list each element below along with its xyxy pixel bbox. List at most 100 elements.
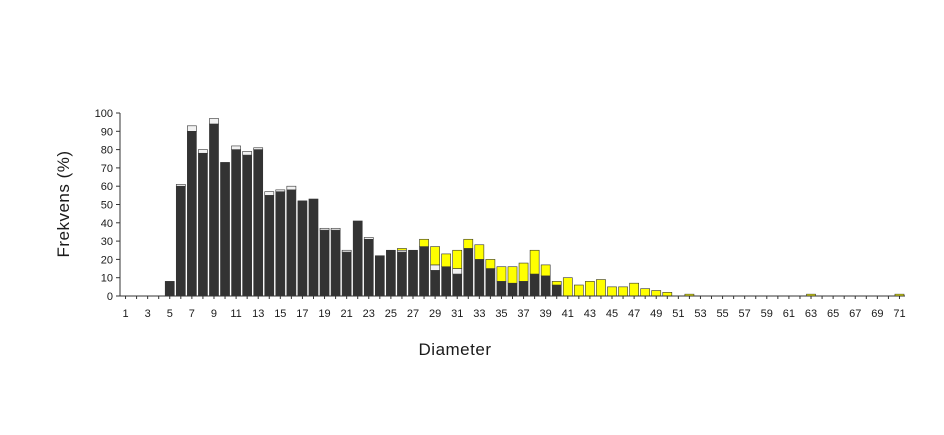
x-tick-label: 15 [274,308,286,320]
x-tick-label: 33 [473,308,485,320]
bar-segment [363,237,374,240]
bar-segment [175,185,186,297]
bar-segment [452,268,463,275]
x-tick-label: 29 [429,308,441,320]
bar-segment [518,262,529,282]
x-tick-label: 67 [849,308,861,320]
bar-segment [275,189,286,192]
x-tick-label: 43 [584,308,596,320]
bar-segment [363,238,374,297]
bars-layer [164,118,905,297]
bar-segment [551,284,562,297]
x-tick-label: 25 [385,308,397,320]
bar-segment [419,246,429,297]
bar-segment [573,284,584,297]
bar-segment [441,253,452,268]
y-tick-label: 40 [101,218,113,230]
bar-segment [518,281,529,297]
bar-segment [231,149,241,297]
x-tick-label: 41 [562,308,574,320]
x-tick-label: 53 [694,308,706,320]
bar-segment [231,145,241,150]
bar-segment [397,251,407,297]
bar-segment [408,249,418,297]
bar-segment [275,191,286,297]
x-tick-label: 23 [363,308,375,320]
x-tick-label: 49 [650,308,662,320]
bar-segment [264,195,275,297]
bar-segment [397,248,407,251]
bar-segment [662,292,673,297]
bar-segment [496,266,507,282]
y-tick-label: 50 [101,200,113,212]
bar-segment [452,249,463,269]
bar-segment [253,149,264,297]
bar-segment [529,273,540,297]
bar-segment [463,248,474,297]
y-tick-label: 90 [101,126,113,138]
bar-segment [175,184,186,187]
bar-segment [253,147,264,150]
x-tick-label: 71 [893,308,905,320]
bar-segment [264,191,275,196]
bar-segment [507,282,518,297]
y-ticks: 0 10 20 30 40 50 60 70 80 90 100 [95,108,120,303]
x-tick-label: 59 [761,308,773,320]
x-tick-label: 55 [716,308,728,320]
bar-segment [474,259,485,297]
x-tick-label: 27 [407,308,419,320]
y-tick-label: 100 [95,108,113,120]
bar-segment [430,264,440,271]
bar-segment [596,279,606,297]
bar-segment [286,185,297,191]
bar-segment [640,288,651,297]
x-tick-label: 47 [628,308,640,320]
bar-segment [452,273,463,297]
x-tick-label: 7 [189,308,195,320]
x-tick-label: 45 [606,308,618,320]
x-tick-label: 11 [230,308,241,320]
x-tick-label: 69 [871,308,883,320]
bar-segment [341,249,352,253]
y-tick-label: 20 [101,254,113,266]
bar-segment [220,162,230,297]
bar-segment [607,286,617,297]
bar-segment [164,281,175,297]
bar-segment [474,244,485,260]
bar-segment [463,238,474,249]
x-tick-label: 3 [145,308,151,320]
x-tick-label: 51 [672,308,684,320]
bar-segment [242,151,252,156]
bar-segment [352,220,363,297]
bar-segment [330,227,341,231]
y-tick-label: 70 [101,163,113,175]
y-tick-label: 10 [101,273,113,285]
y-tick-label: 60 [101,181,113,193]
bar-segment [430,246,440,266]
bar-segment [308,198,319,297]
bar-segment [341,251,352,297]
x-tick-label: 61 [783,308,795,320]
x-ticks: 1 3 5 7 9 11 13 15 17 19 21 23 25 27 29 31 33 35 37 39 41 43 4… [122,296,906,320]
bar-segment [540,264,551,277]
x-tick-label: 35 [495,308,507,320]
bar-segment [374,255,385,297]
x-tick-label: 65 [827,308,839,320]
y-axis-title: Frekvens (%) [54,150,73,257]
bar-segment [386,249,396,297]
x-tick-label: 37 [517,308,529,320]
bar-segment [540,275,551,297]
bar-segment [319,227,330,231]
y-tick-label: 30 [101,236,113,248]
bar-segment [618,286,628,297]
x-tick-label: 39 [540,308,552,320]
bar-segment [187,125,197,132]
x-tick-label: 19 [318,308,330,320]
x-tick-label: 1 [122,308,128,320]
x-tick-label: 31 [451,308,463,320]
bar-segment [419,238,429,247]
x-tick-label: 17 [296,308,308,320]
bar-segment [562,277,573,297]
x-tick-label: 21 [341,308,353,320]
